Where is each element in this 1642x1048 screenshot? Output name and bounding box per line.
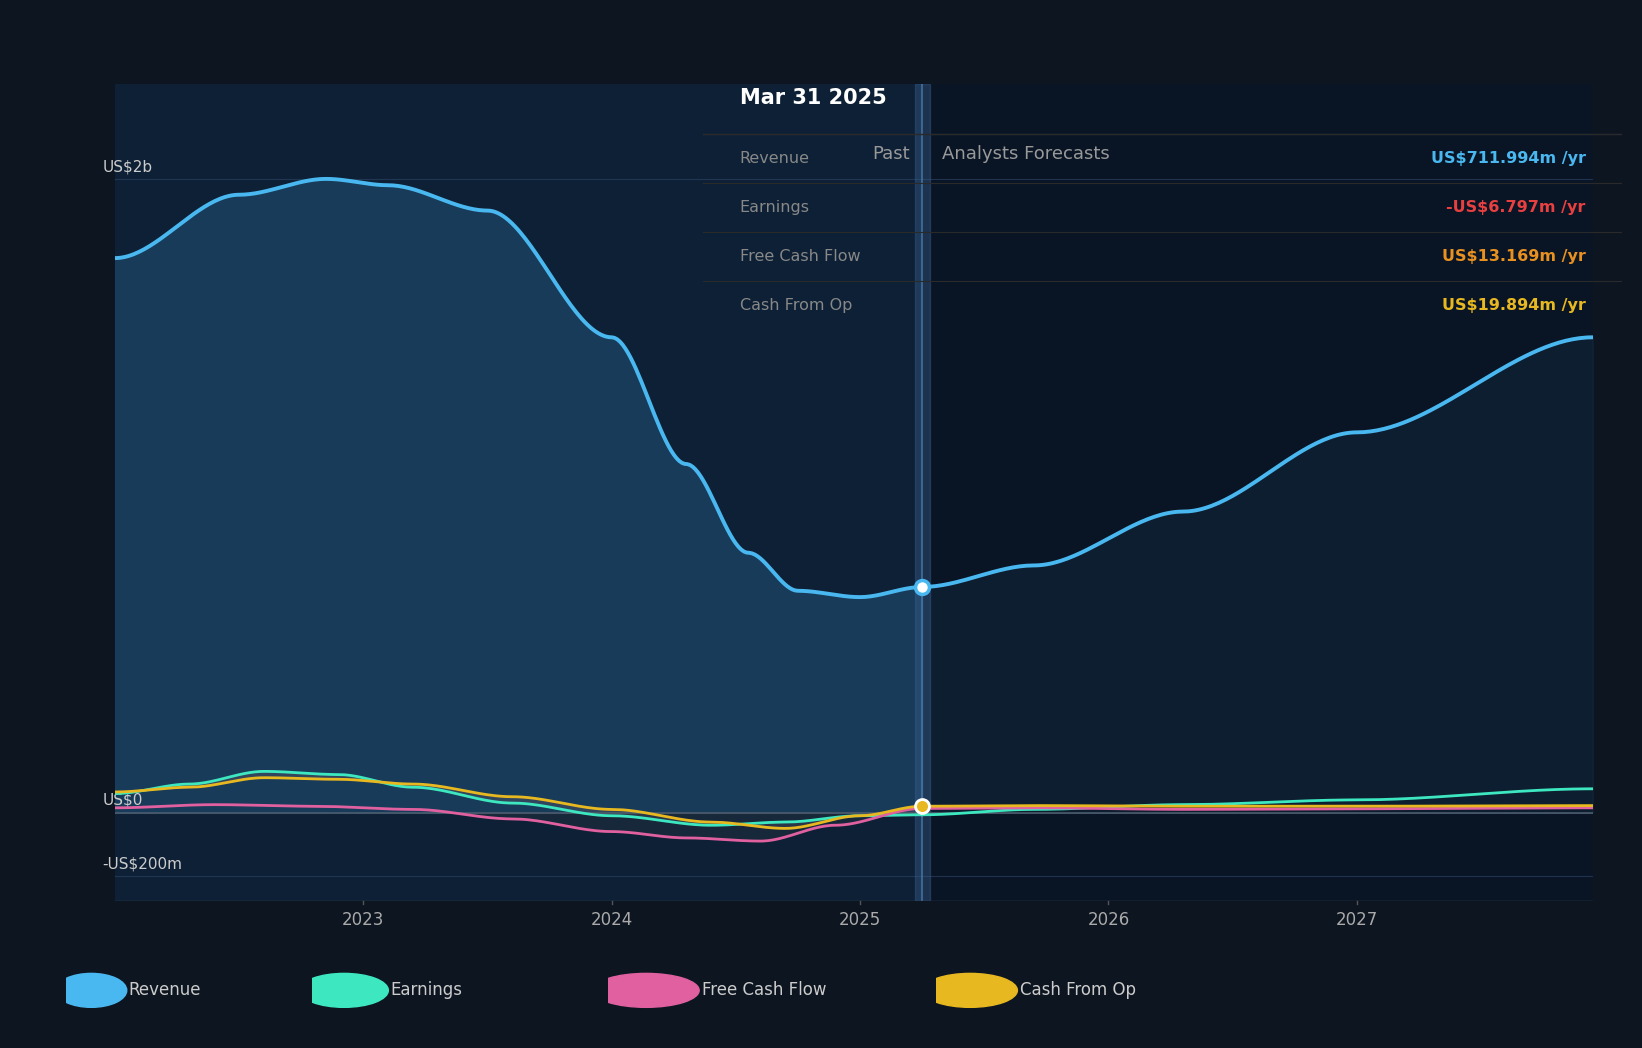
Text: US$13.169m /yr: US$13.169m /yr bbox=[1442, 248, 1586, 264]
Text: 2026: 2026 bbox=[1087, 911, 1130, 929]
Text: US$711.994m /yr: US$711.994m /yr bbox=[1430, 151, 1586, 166]
Text: Free Cash Flow: Free Cash Flow bbox=[739, 248, 860, 264]
Polygon shape bbox=[115, 84, 923, 901]
Circle shape bbox=[56, 974, 126, 1007]
Text: Past: Past bbox=[872, 145, 910, 163]
Text: 2024: 2024 bbox=[591, 911, 632, 929]
Bar bbox=[915, 84, 929, 901]
Text: Cash From Op: Cash From Op bbox=[739, 298, 852, 313]
Text: Cash From Op: Cash From Op bbox=[1020, 981, 1136, 1000]
Text: Revenue: Revenue bbox=[128, 981, 202, 1000]
Text: Free Cash Flow: Free Cash Flow bbox=[703, 981, 826, 1000]
Text: Mar 31 2025: Mar 31 2025 bbox=[739, 88, 887, 108]
Text: Earnings: Earnings bbox=[391, 981, 463, 1000]
Text: 2027: 2027 bbox=[1335, 911, 1378, 929]
Text: Analysts Forecasts: Analysts Forecasts bbox=[943, 145, 1110, 163]
Polygon shape bbox=[923, 84, 1593, 901]
Text: US$19.894m /yr: US$19.894m /yr bbox=[1442, 298, 1586, 313]
Text: 2023: 2023 bbox=[342, 911, 384, 929]
Circle shape bbox=[593, 974, 699, 1007]
Text: 2025: 2025 bbox=[839, 911, 882, 929]
Text: -US$200m: -US$200m bbox=[102, 856, 182, 871]
Text: -US$6.797m /yr: -US$6.797m /yr bbox=[1447, 200, 1586, 215]
Text: Revenue: Revenue bbox=[739, 151, 810, 166]
Text: US$2b: US$2b bbox=[102, 159, 153, 174]
Circle shape bbox=[300, 974, 389, 1007]
Circle shape bbox=[923, 974, 1018, 1007]
Text: Earnings: Earnings bbox=[739, 200, 810, 215]
Text: US$0: US$0 bbox=[102, 793, 143, 808]
